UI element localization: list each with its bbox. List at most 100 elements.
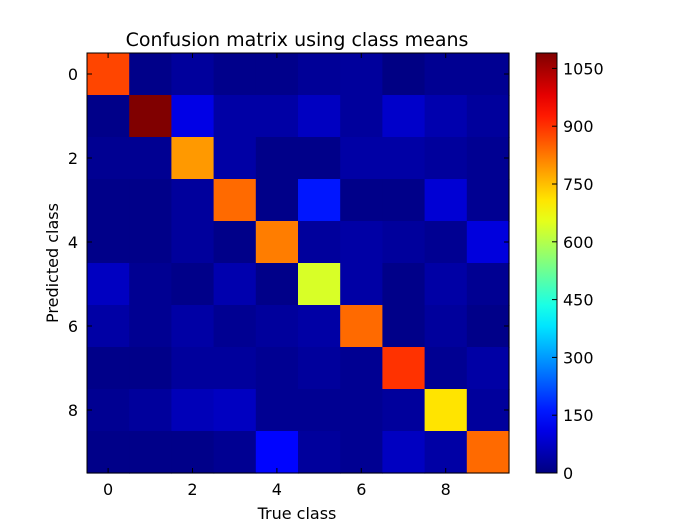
- heatmap-cell-r8-c8: [424, 389, 468, 432]
- heatmap-cell-r4-c3: [213, 221, 257, 264]
- heatmap-cell-r6-c2: [171, 305, 215, 348]
- heatmap-cell-r3-c6: [340, 179, 383, 222]
- heatmap-cell-r8-c1: [129, 389, 172, 432]
- heatmap-cell-r9-c3: [213, 431, 257, 474]
- heatmap-cell-r1-c9: [466, 95, 510, 138]
- heatmap-cell-r0-c8: [424, 53, 468, 96]
- heatmap-cell-r8-c6: [340, 389, 383, 432]
- heatmap-cell-r1-c4: [255, 95, 299, 138]
- heatmap-cell-r2-c2: [171, 137, 215, 180]
- heatmap-cell-r3-c7: [382, 179, 426, 222]
- colorbar: [535, 52, 558, 474]
- heatmap-cell-r7-c1: [129, 347, 172, 390]
- heatmap-cell-r6-c0: [87, 305, 130, 348]
- x-tick-label: 0: [103, 480, 113, 499]
- x-tick-label: 4: [272, 480, 282, 499]
- colorbar-tick-label: 1050: [563, 59, 604, 78]
- heatmap-cell-r2-c1: [129, 137, 172, 180]
- heatmap-cell-r6-c5: [298, 305, 341, 348]
- colorbar-tick-label: 600: [563, 233, 594, 252]
- heatmap-cell-r0-c5: [298, 53, 341, 96]
- heatmap-cell-r8-c0: [87, 389, 130, 432]
- heatmap-cell-r1-c1: [129, 95, 172, 138]
- heatmap-cell-r6-c7: [382, 305, 426, 348]
- heatmap-cell-r4-c6: [340, 221, 383, 264]
- heatmap-cell-r4-c9: [466, 221, 510, 264]
- heatmap-cell-r2-c7: [382, 137, 426, 180]
- colorbar-tick-label: 0: [563, 464, 573, 483]
- heatmap-cell-r3-c4: [255, 179, 299, 222]
- heatmap-cell-r6-c4: [255, 305, 299, 348]
- heatmap-cell-r9-c2: [171, 431, 215, 474]
- heatmap-cell-r2-c6: [340, 137, 383, 180]
- heatmap-cell-r4-c1: [129, 221, 172, 264]
- heatmap-cell-r1-c2: [171, 95, 215, 138]
- heatmap-cell-r4-c8: [424, 221, 468, 264]
- heatmap-cell-r9-c1: [129, 431, 172, 474]
- heatmap-cell-r8-c2: [171, 389, 215, 432]
- heatmap-plot: [87, 53, 510, 474]
- heatmap-cell-r5-c7: [382, 263, 426, 306]
- x-axis-ticks: 0 2 4 6 8: [103, 53, 451, 499]
- colorbar-tick-label: 450: [563, 291, 594, 310]
- heatmap-cell-r4-c5: [298, 221, 341, 264]
- heatmap-cell-r7-c9: [466, 347, 510, 390]
- heatmap-cell-r6-c9: [466, 305, 510, 348]
- heatmap-cell-r0-c1: [129, 53, 172, 96]
- heatmap-cell-r5-c8: [424, 263, 468, 306]
- heatmap-cell-r1-c0: [87, 95, 130, 138]
- heatmap-cell-r5-c0: [87, 263, 130, 306]
- x-tick-label: 6: [356, 480, 366, 499]
- heatmap-cell-r3-c2: [171, 179, 215, 222]
- heatmap-cell-r2-c4: [255, 137, 299, 180]
- heatmap-cell-r6-c6: [340, 305, 383, 348]
- heatmap-cell-r1-c7: [382, 95, 426, 138]
- heatmap-cell-r7-c2: [171, 347, 215, 390]
- heatmap-cell-r8-c4: [255, 389, 299, 432]
- heatmap-cell-r1-c3: [213, 95, 257, 138]
- y-tick-label: 0: [68, 65, 78, 84]
- heatmap-cell-r5-c2: [171, 263, 215, 306]
- heatmap-cell-r9-c0: [87, 431, 130, 474]
- heatmap-cell-r7-c6: [340, 347, 383, 390]
- heatmap-cell-r1-c8: [424, 95, 468, 138]
- chart-title: Confusion matrix using class means: [126, 29, 469, 51]
- heatmap-cell-r2-c9: [466, 137, 510, 180]
- heatmap-cell-r3-c8: [424, 179, 468, 222]
- y-tick-label: 2: [68, 149, 78, 168]
- heatmap-cell-r7-c5: [298, 347, 341, 390]
- heatmap-cell-r6-c8: [424, 305, 468, 348]
- x-axis-label: True class: [257, 504, 337, 523]
- heatmap-cell-r0-c2: [171, 53, 215, 96]
- x-tick-label: 8: [441, 480, 451, 499]
- colorbar-tick-label: 900: [563, 117, 594, 136]
- plot-frame: [86, 52, 510, 474]
- heatmap-cell-r3-c9: [466, 179, 510, 222]
- heatmap-cell-r7-c0: [87, 347, 130, 390]
- heatmap-cell-r9-c8: [424, 431, 468, 474]
- x-tick-label: 2: [187, 480, 197, 499]
- heatmap-cell-r1-c5: [298, 95, 341, 138]
- heatmap-cell-r2-c8: [424, 137, 468, 180]
- heatmap-cell-r7-c7: [382, 347, 426, 390]
- heatmap-cell-r8-c9: [466, 389, 510, 432]
- y-tick-label: 8: [68, 401, 78, 420]
- heatmap-cell-r0-c9: [466, 53, 510, 96]
- colorbar-tick-label: 150: [563, 406, 594, 425]
- heatmap-cell-r0-c7: [382, 53, 426, 96]
- heatmap-cell-r5-c3: [213, 263, 257, 306]
- heatmap-cell-r3-c1: [129, 179, 172, 222]
- colorbar-tick-label: 300: [563, 348, 594, 367]
- heatmap-cell-r5-c1: [129, 263, 172, 306]
- heatmap-cell-r9-c4: [255, 431, 299, 474]
- heatmap-cell-r2-c0: [87, 137, 130, 180]
- heatmap-cell-r5-c6: [340, 263, 383, 306]
- heatmap-cell-r8-c5: [298, 389, 341, 432]
- heatmap-cell-r9-c9: [466, 431, 510, 474]
- heatmap-cell-r9-c6: [340, 431, 383, 474]
- heatmap-cell-r1-c6: [340, 95, 383, 138]
- heatmap-cell-r0-c6: [340, 53, 383, 96]
- heatmap-cell-r7-c4: [255, 347, 299, 390]
- heatmap-cell-r7-c3: [213, 347, 257, 390]
